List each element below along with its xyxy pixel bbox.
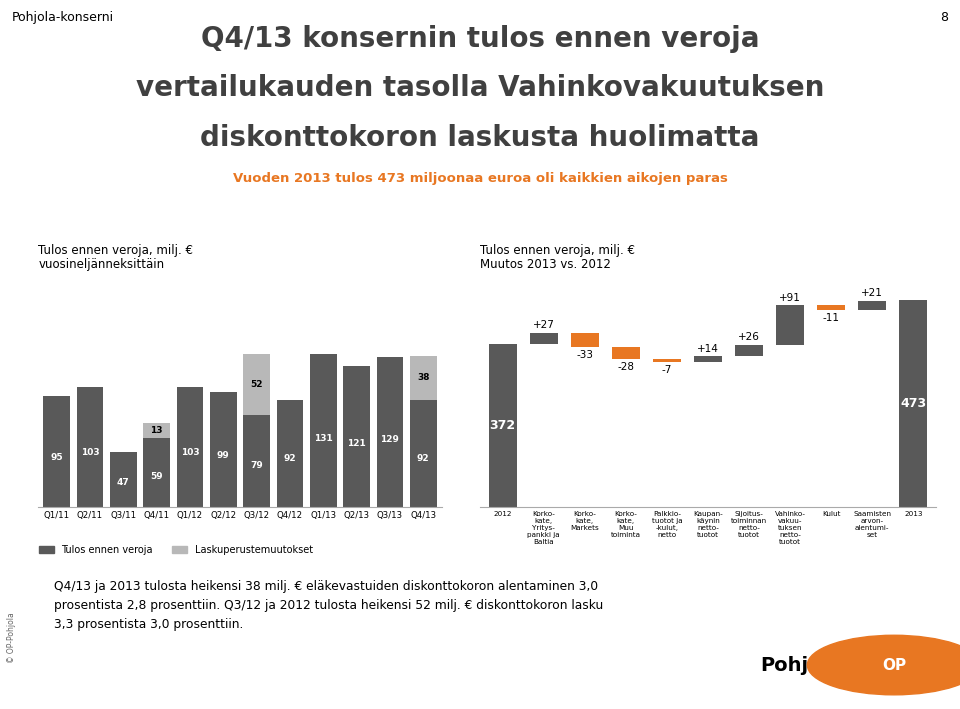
Text: -33: -33 [576, 350, 593, 359]
Text: 92: 92 [417, 454, 429, 463]
Bar [900, 301, 927, 507]
Bar [777, 305, 804, 345]
Text: +27: +27 [533, 320, 555, 330]
Text: +21: +21 [861, 288, 883, 298]
Circle shape [807, 635, 960, 695]
Text: Q4/13 konsernin tulos ennen veroja: Q4/13 konsernin tulos ennen veroja [201, 25, 759, 52]
Text: 52: 52 [251, 380, 263, 389]
Bar [276, 400, 303, 507]
Bar [817, 305, 845, 310]
Text: -28: -28 [617, 362, 635, 372]
Text: Q4/13 ja 2013 tulosta heikensi 38 milj. € eläkevastuiden diskonttokoron alentami: Q4/13 ja 2013 tulosta heikensi 38 milj. … [54, 580, 603, 631]
Bar [177, 387, 204, 507]
Text: 131: 131 [314, 434, 333, 443]
Text: +26: +26 [738, 333, 760, 342]
Text: +14: +14 [697, 344, 719, 354]
Text: 59: 59 [151, 471, 163, 481]
Bar [694, 356, 722, 362]
Text: © OP-Pohjola: © OP-Pohjola [7, 613, 15, 664]
Text: -11: -11 [823, 313, 840, 323]
Bar [410, 355, 437, 400]
Text: 129: 129 [380, 435, 399, 444]
Bar [612, 347, 639, 359]
Legend: Tulos ennen veroja, Laskuperustemuutokset: Tulos ennen veroja, Laskuperustemuutokse… [36, 541, 317, 559]
Bar [735, 345, 763, 356]
Bar [489, 345, 516, 507]
Text: 47: 47 [117, 478, 130, 487]
Text: 121: 121 [348, 439, 366, 448]
Text: Muutos 2013 vs. 2012: Muutos 2013 vs. 2012 [480, 258, 611, 271]
Bar [43, 396, 70, 507]
Text: 103: 103 [81, 449, 100, 457]
Text: 79: 79 [251, 461, 263, 470]
Text: 473: 473 [900, 397, 926, 410]
Text: 8: 8 [941, 11, 948, 23]
Text: vertailukauden tasolla Vahinkovakuutuksen: vertailukauden tasolla Vahinkovakuutukse… [135, 74, 825, 102]
Bar [77, 387, 104, 507]
Bar [243, 415, 270, 507]
Text: 92: 92 [283, 454, 297, 463]
Text: 38: 38 [417, 373, 429, 382]
Bar [243, 354, 270, 415]
Text: Pohjola: Pohjola [760, 656, 842, 674]
Text: Tulos ennen veroja, milj. €: Tulos ennen veroja, milj. € [480, 244, 635, 257]
Bar [530, 333, 558, 345]
Bar [376, 357, 403, 507]
Bar [571, 333, 599, 347]
Text: Pohjola-konserni: Pohjola-konserni [12, 11, 113, 23]
Text: 99: 99 [217, 450, 229, 459]
Bar [653, 359, 681, 362]
Bar [344, 366, 370, 507]
Bar [410, 400, 437, 507]
Bar [858, 301, 886, 310]
Text: 103: 103 [180, 449, 200, 457]
Text: vuosineljänneksittäin: vuosineljänneksittäin [38, 258, 164, 271]
Text: 372: 372 [490, 419, 516, 432]
Bar [110, 452, 136, 507]
Text: Vuoden 2013 tulos 473 miljoonaa euroa oli kaikkien aikojen paras: Vuoden 2013 tulos 473 miljoonaa euroa ol… [232, 172, 728, 184]
Bar [143, 438, 170, 507]
Bar [310, 354, 337, 507]
Bar [210, 391, 237, 507]
Text: Tulos ennen veroja, milj. €: Tulos ennen veroja, milj. € [38, 244, 193, 257]
Text: OP: OP [882, 657, 906, 673]
Text: +91: +91 [780, 293, 801, 303]
Text: 13: 13 [151, 426, 163, 435]
Text: diskonttokoron laskusta huolimatta: diskonttokoron laskusta huolimatta [201, 124, 759, 152]
Text: -7: -7 [661, 365, 672, 375]
Bar [143, 423, 170, 438]
Text: 95: 95 [51, 452, 63, 462]
